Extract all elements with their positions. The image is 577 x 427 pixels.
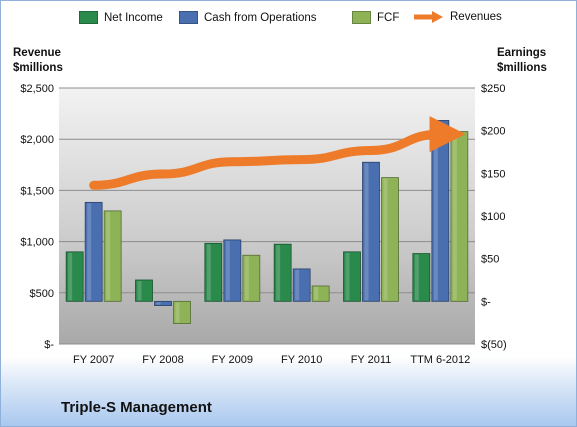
bar-highlight bbox=[433, 121, 438, 301]
left-tick-label: $2,000 bbox=[20, 134, 54, 146]
bar-highlight bbox=[137, 281, 142, 301]
left-axis-title: Revenue $millions bbox=[13, 46, 63, 76]
left-tick-label: $2,500 bbox=[20, 83, 54, 95]
chart-plot: $- $500 $1,000 $1,500 $2,000 $2,500 $(50) $- $5… bbox=[20, 83, 507, 366]
legend-item-net-income: Net Income bbox=[79, 11, 163, 24]
bar-highlight bbox=[295, 269, 300, 301]
right-axis-title: Earnings $millions bbox=[497, 46, 547, 76]
legend-label: Cash from Operations bbox=[204, 11, 317, 24]
legend-label: Net Income bbox=[104, 11, 163, 24]
company-name: Triple-S Management bbox=[61, 399, 212, 416]
bar-highlight bbox=[156, 302, 161, 305]
right-tick-label: $250 bbox=[481, 83, 505, 95]
bar-net-income bbox=[204, 242, 223, 302]
bar-highlight bbox=[206, 244, 211, 301]
bar-highlight bbox=[452, 132, 457, 301]
bar-highlight bbox=[175, 302, 180, 323]
bar-cash-from-operations bbox=[154, 300, 172, 307]
bar-highlight bbox=[68, 252, 73, 301]
bar-highlight bbox=[364, 163, 369, 301]
bar-fcf bbox=[381, 177, 399, 302]
bar-highlight bbox=[225, 240, 230, 301]
bar-cash-from-operations bbox=[292, 268, 311, 302]
category-label: FY 2008 bbox=[142, 354, 183, 366]
bar-cash-from-operations bbox=[362, 161, 380, 302]
category-label: FY 2007 bbox=[73, 354, 114, 366]
bar-highlight bbox=[383, 178, 388, 301]
category-label: FY 2011 bbox=[351, 354, 392, 366]
right-tick-label: $100 bbox=[481, 211, 505, 223]
right-tick-label: $50 bbox=[481, 254, 499, 266]
left-axis-title-line2: $millions bbox=[13, 62, 63, 74]
bar-cash-from-operations bbox=[223, 239, 242, 302]
legend-swatch-fcf bbox=[352, 11, 371, 24]
left-tick-label: $500 bbox=[30, 288, 54, 300]
right-tick-label: $150 bbox=[481, 168, 505, 180]
bar-highlight bbox=[276, 245, 281, 301]
bar-fcf bbox=[242, 254, 261, 302]
bar-highlight bbox=[345, 252, 350, 301]
legend: Net Income Cash from Operations FCF Reve… bbox=[1, 11, 576, 31]
bar-net-income bbox=[273, 243, 292, 302]
bar-fcf bbox=[311, 285, 330, 302]
revenues-line bbox=[89, 116, 466, 190]
category-label: FY 2010 bbox=[281, 354, 322, 366]
legend-arrow-revenues bbox=[414, 11, 443, 23]
right-tick-label: $- bbox=[481, 296, 491, 308]
left-axis-title-line1: Revenue bbox=[13, 47, 61, 59]
right-axis-title-line1: Earnings bbox=[497, 47, 547, 59]
bar-fcf bbox=[173, 300, 191, 324]
legend-swatch-net-income bbox=[79, 11, 98, 24]
bar-highlight bbox=[414, 254, 419, 301]
bar-highlight bbox=[87, 203, 92, 301]
legend-swatch-cash-from-operations bbox=[179, 11, 198, 24]
bar-highlight bbox=[314, 286, 319, 301]
bar-cash-from-operations bbox=[84, 201, 103, 302]
bar-net-income bbox=[343, 251, 361, 302]
bar-net-income bbox=[65, 251, 84, 302]
bar-highlight bbox=[244, 256, 249, 301]
bar-fcf bbox=[103, 210, 122, 302]
left-tick-label: $1,500 bbox=[20, 185, 54, 197]
category-label: FY 2009 bbox=[212, 354, 253, 366]
category-label: TTM 6-2012 bbox=[410, 354, 470, 366]
plot-area bbox=[59, 88, 475, 344]
legend-item-fcf: FCF bbox=[352, 11, 399, 24]
left-tick-label: $1,000 bbox=[20, 237, 54, 249]
right-tick-label: $200 bbox=[481, 126, 505, 138]
right-tick-label: $(50) bbox=[481, 339, 507, 351]
legend-item-revenues: Revenues bbox=[414, 11, 502, 23]
right-axis-title-line2: $millions bbox=[497, 62, 547, 74]
legend-label: FCF bbox=[377, 11, 400, 24]
bar-net-income bbox=[412, 253, 431, 302]
bar-net-income bbox=[135, 279, 153, 302]
left-tick-label: $- bbox=[44, 339, 54, 351]
legend-item-cash-from-operations: Cash from Operations bbox=[179, 11, 317, 24]
bar-highlight bbox=[106, 211, 111, 301]
legend-label: Revenues bbox=[450, 11, 502, 23]
